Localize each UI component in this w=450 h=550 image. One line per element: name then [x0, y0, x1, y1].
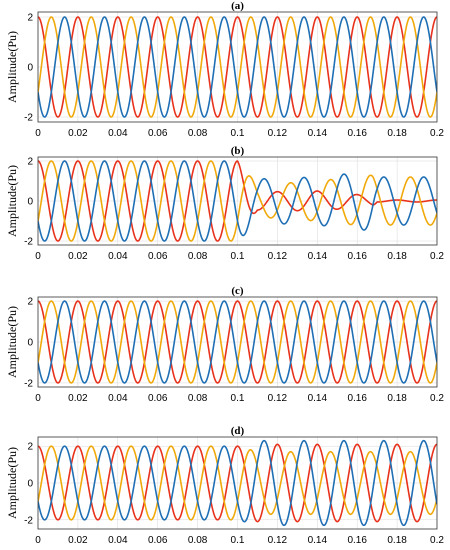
plot-frame — [37, 156, 438, 246]
panel-title: (b) — [231, 145, 245, 157]
x-tick-label: 0.1 — [231, 128, 245, 139]
x-tick-label: 0.06 — [148, 535, 168, 546]
x-tick-label: 0.18 — [387, 128, 407, 139]
x-tick-label: 0.2 — [430, 393, 444, 404]
panel-4: (d) 0 0.02 0.04 0.06 0.08 0.1 0.12 0.14 0.16 0.18 0… — [5, 425, 444, 546]
x-tick-label: 0.12 — [268, 251, 288, 262]
y-tick-label: 0 — [27, 479, 33, 490]
x-tick-label: 0 — [35, 393, 41, 404]
x-tick-label: 0.02 — [68, 535, 88, 546]
x-tick-label: 0.04 — [108, 128, 128, 139]
x-tick-label: 0.1 — [231, 251, 245, 262]
x-tick-label: 0 — [35, 128, 41, 139]
y-tick-label: 0 — [27, 338, 33, 349]
x-tick-label: 0.02 — [68, 128, 88, 139]
x-tick-label: 0.16 — [347, 128, 367, 139]
x-tick-label: 0.14 — [308, 251, 328, 262]
panel-title: (c) — [231, 285, 244, 297]
x-tick-label: 0.2 — [430, 535, 444, 546]
x-tick-label: 0.2 — [430, 251, 444, 262]
x-tick-label: 0.04 — [108, 251, 128, 262]
x-tick-label: 0.08 — [188, 251, 208, 262]
y-tick-label: 0 — [27, 63, 33, 74]
y-tick-label: -2 — [24, 237, 33, 248]
plot-frame — [37, 296, 438, 388]
y-tick-label: 2 — [27, 442, 33, 453]
x-tick-label: 0.1 — [231, 535, 245, 546]
x-tick-label: 0.06 — [148, 128, 168, 139]
phase-blue-trace — [38, 300, 437, 384]
x-tick-label: 0.2 — [430, 128, 444, 139]
phase-blue-trace — [38, 160, 437, 242]
x-tick-label: 0.18 — [387, 393, 407, 404]
x-tick-label: 0.18 — [387, 535, 407, 546]
panel-1: (a) 0 0.02 0.04 0.06 0.08 0.1 0.12 0.14 0.16 0.18 0… — [5, 0, 444, 139]
x-tick-label: 0.06 — [148, 251, 168, 262]
phase-blue-trace — [38, 16, 437, 118]
y-tick-label: -2 — [24, 515, 33, 526]
x-tick-label: 0.14 — [308, 535, 328, 546]
x-tick-label: 0.14 — [308, 393, 328, 404]
x-tick-label: 0.04 — [108, 535, 128, 546]
x-tick-label: 0.08 — [188, 535, 208, 546]
panel-title: (a) — [231, 0, 244, 12]
x-tick-label: 0 — [35, 535, 41, 546]
x-tick-label: 0.16 — [347, 535, 367, 546]
x-tick-label: 0.1 — [231, 393, 245, 404]
x-tick-label: 0.08 — [188, 393, 208, 404]
x-tick-label: 0.02 — [68, 251, 88, 262]
plot-frame — [37, 436, 438, 530]
panel-title: (d) — [231, 425, 245, 437]
x-tick-label: 0 — [35, 251, 41, 262]
panel-2: (b) 0 0.02 0.04 0.06 0.08 0.1 0.12 0.14 0.16 0.18 0… — [5, 145, 444, 262]
panel-3: (c) 0 0.02 0.04 0.06 0.08 0.1 0.12 0.14 0.16 0.18 0… — [5, 285, 444, 404]
y-axis-label: Amplitude(Pu) — [5, 306, 19, 378]
y-tick-label: 0 — [27, 197, 33, 208]
x-tick-label: 0.08 — [188, 128, 208, 139]
x-tick-label: 0.12 — [268, 535, 288, 546]
x-tick-label: 0.16 — [347, 393, 367, 404]
x-tick-label: 0.06 — [148, 393, 168, 404]
y-tick-label: 2 — [27, 157, 33, 168]
y-tick-label: -2 — [24, 378, 33, 389]
x-tick-label: 0.12 — [268, 128, 288, 139]
y-axis-label: Amplitude(Pu) — [5, 447, 19, 519]
x-tick-label: 0.18 — [387, 251, 407, 262]
plot-frame — [37, 11, 438, 123]
x-tick-label: 0.12 — [268, 393, 288, 404]
x-tick-label: 0.14 — [308, 128, 328, 139]
x-tick-label: 0.02 — [68, 393, 88, 404]
x-tick-label: 0.16 — [347, 251, 367, 262]
y-axis-label: Amplitude(Pu) — [5, 165, 19, 237]
phase-blue-trace — [38, 439, 437, 527]
y-axis-label: Amplitude(Pu) — [5, 31, 19, 103]
y-tick-label: 2 — [27, 13, 33, 24]
y-tick-label: -2 — [24, 113, 33, 124]
y-tick-label: 2 — [27, 297, 33, 308]
x-tick-label: 0.04 — [108, 393, 128, 404]
